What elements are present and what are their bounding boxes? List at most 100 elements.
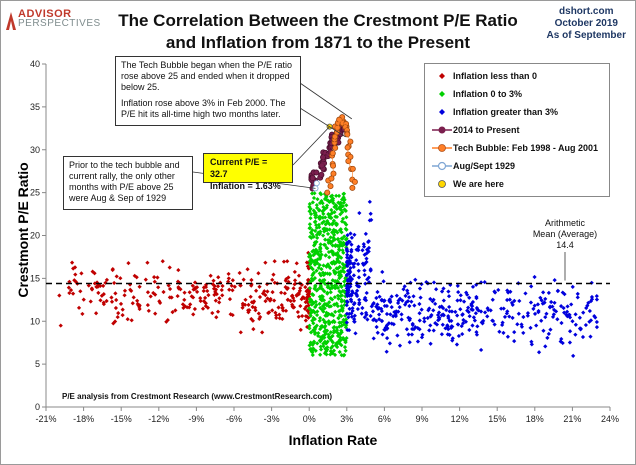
point-above-three bbox=[433, 301, 438, 306]
point-below-zero bbox=[125, 317, 130, 322]
point-zero-to-three bbox=[343, 208, 348, 214]
point-zero-to-three bbox=[337, 320, 342, 325]
point-zero-to-three bbox=[318, 273, 324, 278]
point-above-three bbox=[467, 295, 472, 300]
point-zero-to-three bbox=[338, 293, 343, 299]
x-tick-label: -21% bbox=[35, 414, 56, 424]
point-zero-to-three bbox=[321, 341, 326, 346]
legend-label: We are here bbox=[453, 179, 504, 189]
point-above-three bbox=[460, 312, 465, 317]
point-zero-to-three bbox=[307, 226, 312, 231]
point-zero-to-three bbox=[340, 248, 345, 253]
point-above-three bbox=[349, 293, 354, 298]
point-above-three bbox=[345, 290, 351, 295]
point-above-three bbox=[447, 309, 452, 314]
point-above-three bbox=[439, 304, 444, 309]
point-above-three bbox=[507, 297, 512, 302]
point-below-zero bbox=[253, 288, 259, 293]
legend-item-we-are-here: We are here bbox=[431, 177, 504, 191]
point-below-zero bbox=[249, 300, 255, 305]
point-above-three bbox=[409, 332, 415, 337]
point-above-three bbox=[362, 261, 368, 266]
point-above-three bbox=[393, 312, 398, 318]
point-above-three bbox=[365, 317, 370, 322]
point-zero-to-three bbox=[341, 335, 346, 341]
point-below-zero bbox=[251, 327, 256, 332]
point-above-three bbox=[589, 294, 595, 300]
point-zero-to-three bbox=[343, 340, 348, 345]
point-below-zero bbox=[86, 283, 91, 288]
point-zero-to-three bbox=[315, 341, 320, 346]
point-above-three bbox=[588, 318, 594, 323]
point-above-three bbox=[507, 314, 512, 319]
point-above-three bbox=[541, 290, 546, 295]
point-zero-to-three bbox=[314, 250, 320, 255]
point-zero-to-three bbox=[327, 321, 332, 326]
point-zero-to-three bbox=[317, 285, 323, 290]
point-zero-to-three bbox=[317, 225, 322, 230]
point-below-zero bbox=[145, 302, 150, 308]
point-zero-to-three bbox=[328, 330, 333, 335]
point-zero-to-three bbox=[331, 196, 336, 201]
point-below-zero bbox=[189, 294, 194, 299]
point-below-zero bbox=[272, 259, 277, 264]
leader-line-tech-top bbox=[299, 82, 353, 120]
point-zero-to-three bbox=[310, 352, 315, 358]
point-below-zero bbox=[175, 293, 180, 299]
point-above-three bbox=[500, 320, 505, 325]
point-above-three bbox=[529, 342, 534, 347]
point-below-zero bbox=[173, 308, 178, 313]
point-zero-to-three bbox=[327, 335, 332, 340]
point-below-zero bbox=[213, 287, 219, 292]
point-below-zero bbox=[109, 299, 115, 304]
point-above-three bbox=[344, 263, 350, 268]
point-above-three bbox=[594, 319, 599, 325]
point-below-zero bbox=[79, 271, 84, 276]
point-zero-to-three bbox=[339, 284, 344, 290]
point-zero-to-three bbox=[307, 343, 312, 348]
point-below-zero bbox=[304, 260, 310, 265]
point-below-zero bbox=[203, 295, 208, 300]
point-above-three bbox=[361, 262, 366, 268]
point-above-three bbox=[463, 319, 468, 324]
point-below-zero bbox=[101, 283, 106, 288]
point-below-zero bbox=[256, 311, 261, 316]
point-below-zero bbox=[118, 276, 123, 281]
point-zero-to-three bbox=[317, 294, 322, 299]
point-zero-to-three bbox=[337, 228, 342, 233]
point-zero-to-three bbox=[342, 198, 347, 203]
point-below-zero bbox=[266, 310, 271, 316]
point-above-three bbox=[580, 334, 586, 340]
point-below-zero bbox=[116, 311, 121, 316]
point-above-three bbox=[417, 327, 422, 332]
point-above-three bbox=[359, 311, 364, 316]
point-below-zero bbox=[257, 316, 262, 321]
point-above-three bbox=[538, 295, 543, 300]
point-below-zero bbox=[285, 297, 291, 302]
point-zero-to-three bbox=[332, 210, 337, 215]
point-above-three bbox=[482, 280, 487, 285]
point-zero-to-three bbox=[326, 264, 332, 269]
point-above-three bbox=[347, 239, 352, 244]
point-above-three bbox=[461, 299, 467, 304]
point-above-three bbox=[444, 307, 449, 313]
point-below-zero bbox=[283, 308, 289, 313]
point-below-zero bbox=[101, 300, 106, 305]
point-zero-to-three bbox=[340, 216, 346, 221]
point-below-zero bbox=[153, 292, 158, 297]
point-zero-to-three bbox=[324, 263, 330, 268]
point-above-three bbox=[380, 269, 385, 275]
point-zero-to-three bbox=[327, 215, 332, 220]
point-above-three bbox=[424, 279, 429, 285]
point-below-zero bbox=[238, 283, 243, 288]
point-zero-to-three bbox=[333, 214, 338, 219]
point-above-three bbox=[559, 320, 564, 326]
point-zero-to-three bbox=[311, 243, 317, 248]
point-below-zero bbox=[262, 289, 267, 294]
point-above-three bbox=[474, 332, 480, 337]
point-zero-to-three bbox=[330, 319, 335, 324]
point-above-three bbox=[364, 259, 369, 265]
point-below-zero bbox=[274, 313, 279, 318]
point-above-three bbox=[446, 289, 451, 294]
point-below-zero bbox=[257, 284, 262, 289]
